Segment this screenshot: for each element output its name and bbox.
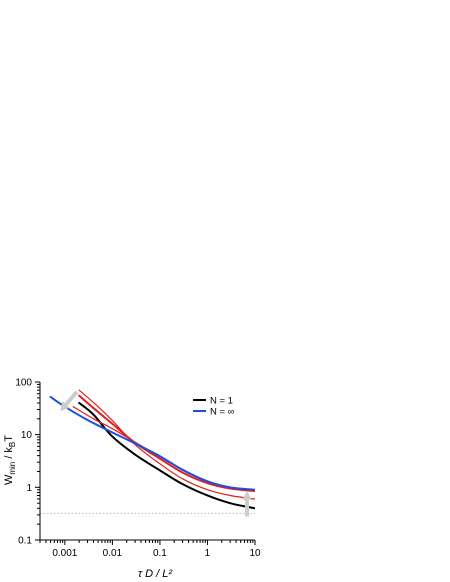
y-label-sub1: min (8, 462, 17, 475)
y-label-sep: / k (3, 447, 15, 462)
y-tick-label: 100 (15, 378, 32, 389)
series-line-0 (78, 401, 255, 510)
y-label-w: W (3, 474, 15, 485)
y-label-sub2: B (8, 442, 17, 447)
series-line-3 (72, 406, 255, 491)
y-tick-label: 1 (26, 483, 32, 494)
arrow-left-shaft (64, 390, 79, 406)
arrow-left-head (60, 401, 70, 412)
series-line-2 (78, 389, 255, 500)
svg-text:Wmin / kBT: Wmin / kBT (3, 435, 17, 485)
arrow-right-head (242, 491, 253, 501)
legend: N = 1N = ∞ (193, 396, 235, 418)
y-tick-label: 0.1 (18, 536, 32, 547)
x-tick-label: 10 (249, 548, 261, 559)
series-layer (49, 389, 255, 510)
y-axis-label: Wmin / kBT (3, 435, 17, 485)
series-line-4 (49, 395, 255, 491)
axis-layer (39, 382, 255, 541)
x-tick-label: 0.1 (153, 548, 167, 559)
tick-layer: 0.001 0.01 0.1 1 10 0.1 1 10 100 (15, 378, 261, 560)
series-line-1 (78, 394, 255, 493)
x-tick-label: 1 (205, 548, 211, 559)
legend-label: N = 1 (210, 396, 233, 407)
legend-label: N = ∞ (210, 407, 235, 418)
x-tick-label: 0.01 (103, 548, 123, 559)
x-axis-label: τ D / L² (138, 568, 172, 580)
arrow-layer (60, 390, 253, 517)
x-tick-label: 0.001 (52, 548, 77, 559)
y-label-t: T (3, 435, 15, 442)
y-tick-label: 10 (21, 430, 33, 441)
